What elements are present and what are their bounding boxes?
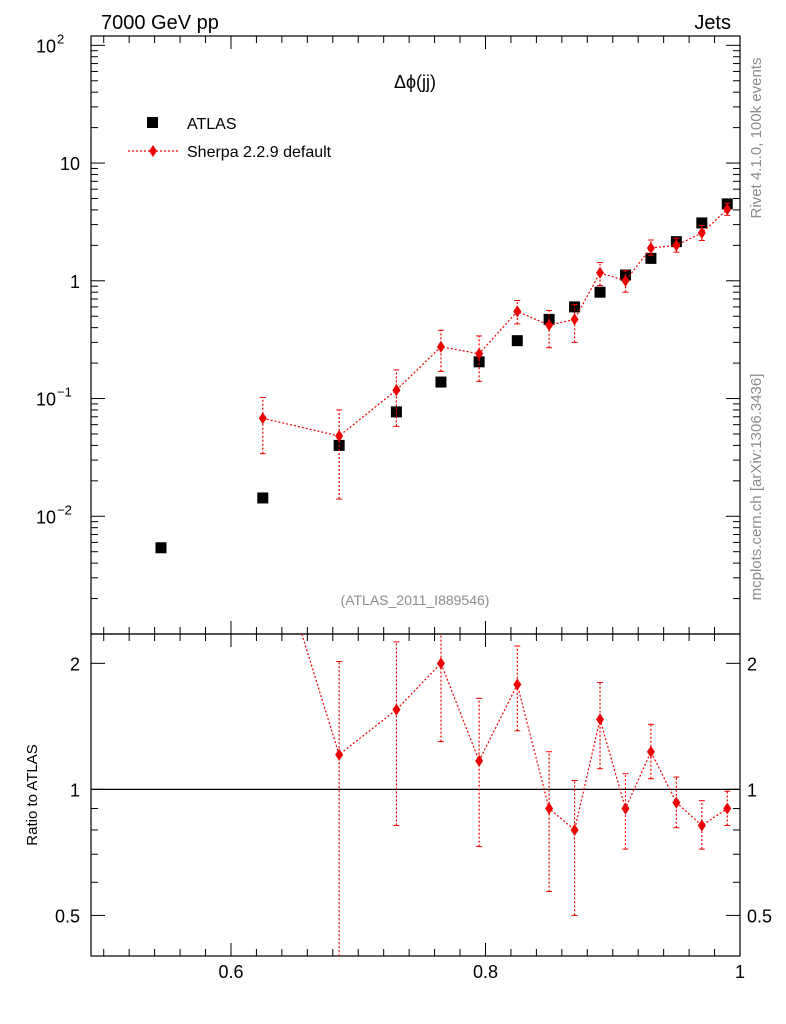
ratio-data-point (392, 703, 401, 716)
atlas-data-point (645, 252, 657, 264)
source-label: mcplots.cern.ch [arXiv:1306.3436] (748, 374, 765, 601)
ratio-series (301, 634, 732, 956)
ratio-data-point (723, 802, 732, 815)
sherpa-data-point (392, 384, 401, 397)
ratio-line (301, 634, 728, 832)
legend-atlas-label: ATLAS (187, 116, 237, 133)
atlas-data-point (155, 542, 167, 554)
atlas-data-point (435, 376, 447, 388)
ratio-data-point (570, 823, 579, 836)
ratio-y-tick-label-right: 1 (747, 780, 757, 800)
analysis-id: (ATLAS_2011_I889546) (341, 592, 490, 608)
sherpa-line (262, 208, 728, 437)
atlas-data-point (594, 286, 606, 298)
ratio-plot-frame (90, 633, 741, 957)
main-y-tick-label: 10 (36, 36, 56, 56)
main-y-tick-exponent: −2 (57, 502, 72, 517)
main-y-tick-label: 10 (36, 507, 56, 527)
ratio-y-tick-label: 0.5 (55, 906, 80, 926)
sherpa-data-point (513, 305, 522, 318)
ratio-y-tick-label: 1 (70, 780, 80, 800)
sherpa-data-point (335, 430, 344, 443)
plot-title: Δϕ(jj) (394, 72, 436, 92)
ratio-data-point (672, 796, 681, 809)
ratio-data-point (475, 754, 484, 767)
ratio-data-point (596, 713, 605, 726)
ratio-data-point (646, 745, 655, 758)
sherpa-data-point (723, 203, 732, 216)
rivet-label: Rivet 4.1.0, 100k events (748, 58, 765, 219)
atlas-data-point (390, 406, 402, 418)
sherpa-data-point (621, 274, 630, 287)
ratio-clipped (301, 634, 732, 956)
ratio-data-point (335, 748, 344, 761)
ratio-data-point (436, 657, 445, 670)
x-tick-label: 0.8 (473, 962, 498, 982)
legend-atlas-marker (147, 117, 158, 128)
ratio-data-point (545, 802, 554, 815)
sherpa-data-point (258, 412, 267, 425)
sherpa-data-point (436, 340, 445, 353)
atlas-data-point (511, 335, 523, 347)
atlas-data-point (569, 301, 581, 313)
legend: ATLAS Sherpa 2.2.9 default (128, 116, 332, 161)
ratio-data-point (513, 678, 522, 691)
sherpa-data-point (646, 241, 655, 254)
main-y-tick-exponent: −1 (57, 385, 72, 400)
energy-label: 7000 GeV pp (101, 12, 219, 34)
legend-sherpa-marker (149, 145, 157, 157)
ratio-y-tick-label-right: 0.5 (747, 906, 772, 926)
sherpa-data-point (596, 266, 605, 279)
atlas-data-point (257, 492, 269, 504)
main-series (155, 198, 733, 554)
ratio-data-point (697, 819, 706, 832)
sherpa-data-point (545, 319, 554, 332)
ratio-y-tick-label: 2 (70, 654, 80, 674)
ratio-y-tick-label-right: 2 (747, 654, 757, 674)
category-label: Jets (694, 12, 731, 34)
x-axis: 0.6 0.8 1 (103, 36, 745, 982)
x-tick-label: 1 (735, 962, 745, 982)
legend-sherpa-label: Sherpa 2.2.9 default (187, 144, 332, 161)
atlas-data-point (473, 356, 485, 368)
main-y-tick-label: 10 (60, 154, 80, 174)
ratio-y-label: Ratio to ATLAS (24, 744, 41, 845)
ratio-axes: 0.5 0.5 1 1 2 2 (55, 654, 772, 957)
sherpa-data-point (475, 347, 484, 360)
main-y-tick-label: 10 (36, 390, 56, 410)
atlas-data-point (696, 217, 708, 229)
main-y-tick-label: 1 (70, 272, 80, 292)
sherpa-data-point (672, 239, 681, 252)
sherpa-data-point (697, 226, 706, 239)
x-tick-label: 0.6 (218, 962, 243, 982)
sherpa-data-point (570, 313, 579, 326)
ratio-data-point (621, 802, 630, 815)
main-y-tick-exponent: 2 (57, 31, 64, 46)
